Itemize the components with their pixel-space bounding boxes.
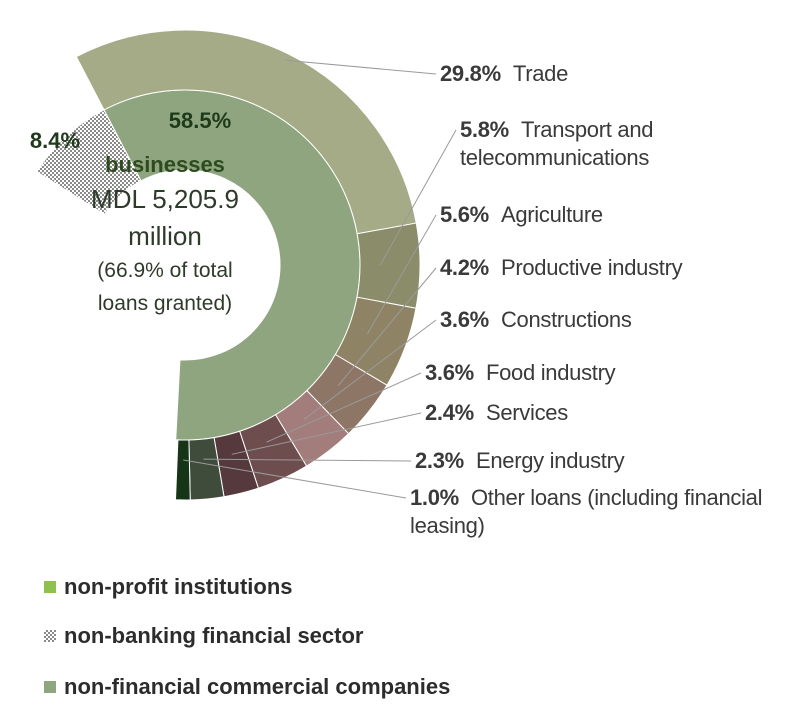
center-text: MDL 5,205.9 [91, 184, 239, 215]
segment-name: Food industry [485, 360, 616, 385]
segment-label: 2.3% Energy industry [415, 447, 745, 475]
segment-value-label: 2.4% [425, 400, 474, 425]
center-text: (66.9% of total [97, 259, 233, 283]
segment-label: 4.2% Productive industry [440, 254, 780, 282]
segment-name: Constructions [500, 307, 632, 332]
leader-line [231, 412, 422, 455]
segment-value-label: 2.3% [415, 448, 464, 473]
segment-label: 5.6% Agriculture [440, 201, 760, 229]
segment-value-label: 1.0% [410, 485, 459, 510]
leader-line [367, 214, 437, 335]
segment-name: Transport and telecommunications [460, 117, 654, 170]
segment-label: 3.6% Constructions [440, 306, 760, 334]
segment-value-label: 5.6% [440, 202, 489, 227]
outer-segment [75, 29, 417, 235]
leader-line [303, 319, 437, 420]
segment-label: 29.8% Trade [440, 60, 640, 88]
legend-item: non-profit institutions [44, 574, 293, 600]
segment-name: Other loans (including financial leasing… [410, 485, 763, 538]
outer-segment [174, 439, 191, 501]
outer-segment [356, 222, 421, 309]
segment-label: 5.8% Transport and telecommunications [460, 116, 740, 172]
segment-name: Trade [512, 61, 569, 86]
segment-label: 2.4% Services [425, 399, 745, 427]
legend-label: non-financial commercial companies [64, 674, 451, 699]
leader-line [266, 372, 422, 443]
leader-line [183, 459, 407, 499]
legend-swatch [44, 681, 56, 693]
legend-swatch [44, 630, 56, 642]
leader-line [379, 129, 457, 266]
segment-name: Agriculture [500, 202, 603, 227]
center-text: loans granted) [97, 292, 233, 316]
leader-line [203, 458, 412, 462]
legend-label: non-profit institutions [64, 574, 293, 599]
center-text: businesses [105, 151, 225, 177]
segment-label: 1.0% Other loans (including financial lea… [410, 484, 780, 540]
segment-value-label: 4.2% [440, 255, 489, 280]
inner-value-label: 8.4% [30, 128, 80, 153]
legend-swatch [44, 581, 56, 593]
inner-value-label: 58.5% [169, 108, 231, 133]
center-text: million [128, 221, 202, 252]
legend-label: non-banking financial sector [64, 623, 364, 648]
segment-name: Services [485, 400, 568, 425]
segment-name: Productive industry [500, 255, 683, 280]
legend-item: non-financial commercial companies [44, 674, 450, 700]
segment-name: Energy industry [475, 448, 625, 473]
segment-value-label: 29.8% [440, 61, 501, 86]
segment-value-label: 3.6% [440, 307, 489, 332]
leader-line [337, 267, 437, 387]
legend-item: non-banking financial sector [44, 623, 363, 649]
segment-value-label: 5.8% [460, 117, 509, 142]
leader-line [285, 59, 437, 75]
segment-value-label: 3.6% [425, 360, 474, 385]
segment-label: 3.6% Food industry [425, 359, 745, 387]
